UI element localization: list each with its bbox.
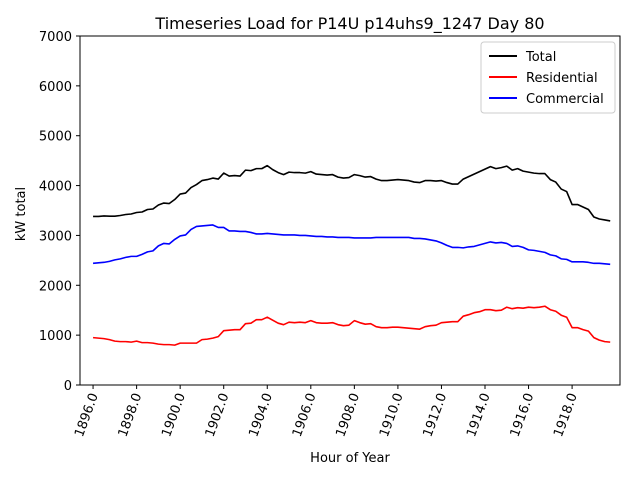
y-tick-label: 4000 xyxy=(39,180,72,195)
chart-title: Timeseries Load for P14U p14uhs9_1247 Da… xyxy=(154,14,544,34)
legend: Total Residential Commercial xyxy=(480,41,616,114)
series-line-residential xyxy=(92,305,611,346)
y-tick-label: 5000 xyxy=(39,130,72,145)
legend-label-residential: Residential xyxy=(526,71,598,86)
legend-label-commercial: Commercial xyxy=(526,92,604,107)
series-line-commercial xyxy=(92,224,611,266)
y-tick-label: 7000 xyxy=(39,30,72,45)
series-layer xyxy=(92,164,611,346)
y-tick-label: 6000 xyxy=(39,80,72,95)
series-line-total xyxy=(93,164,611,222)
x-axis-label: Hour of Year xyxy=(310,451,390,466)
y-tick-label: 2000 xyxy=(39,279,72,294)
axes-frame xyxy=(79,35,621,386)
y-axis-label: kW total xyxy=(14,187,29,241)
y-tick-label: 3000 xyxy=(39,229,72,244)
y-tick-label: 0 xyxy=(64,379,72,394)
legend-box xyxy=(480,41,616,114)
y-tick-label: 1000 xyxy=(39,329,72,344)
legend-label-total: Total xyxy=(525,50,556,65)
